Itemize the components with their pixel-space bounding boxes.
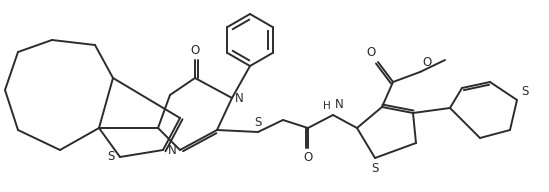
Text: S: S <box>254 116 262 129</box>
Text: N: N <box>168 143 177 156</box>
Text: S: S <box>108 151 115 164</box>
Text: N: N <box>235 92 244 104</box>
Text: N: N <box>335 98 344 111</box>
Text: H: H <box>323 101 331 111</box>
Text: O: O <box>304 151 312 164</box>
Text: S: S <box>371 162 379 175</box>
Text: O: O <box>191 44 200 57</box>
Text: O: O <box>422 56 432 69</box>
Text: S: S <box>521 85 528 98</box>
Text: O: O <box>367 46 376 59</box>
